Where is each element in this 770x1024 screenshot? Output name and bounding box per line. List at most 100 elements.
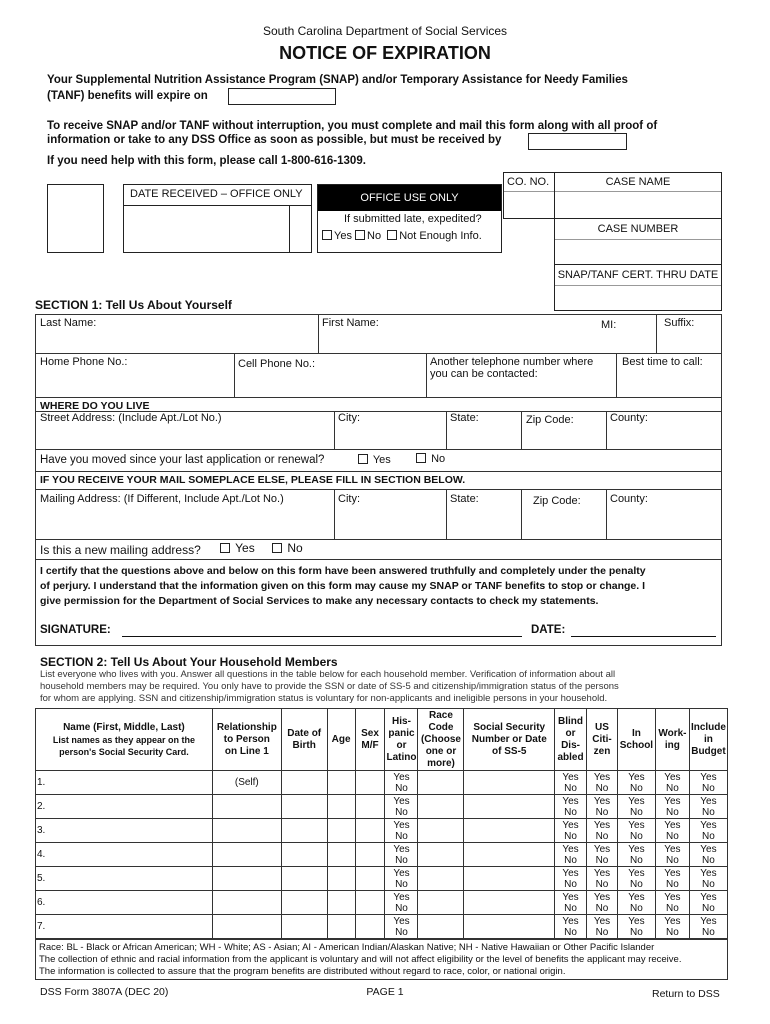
- entry-cell[interactable]: [463, 914, 556, 939]
- no-option[interactable]: No: [395, 830, 408, 842]
- not-enough-info-checkbox[interactable]: [387, 230, 398, 240]
- entry-cell[interactable]: [417, 818, 465, 843]
- no-option[interactable]: No: [630, 806, 643, 818]
- yes-option[interactable]: Yes: [393, 843, 410, 855]
- yes-no-cell[interactable]: Yes No: [586, 842, 618, 867]
- yes-option[interactable]: Yes: [628, 795, 645, 807]
- entry-cell[interactable]: [354, 818, 386, 843]
- entry-cell[interactable]: [354, 866, 386, 891]
- entry-cell[interactable]: [417, 890, 465, 915]
- yes-option[interactable]: Yes: [628, 819, 645, 831]
- yes-no-cell[interactable]: Yes No: [554, 866, 588, 891]
- no-option[interactable]: No: [666, 926, 679, 938]
- no-option[interactable]: No: [666, 902, 679, 914]
- yes-no-cell[interactable]: Yes No: [586, 866, 618, 891]
- yes-no-cell[interactable]: Yes No: [384, 794, 419, 819]
- no-option[interactable]: No: [666, 806, 679, 818]
- yes-no-cell[interactable]: Yes No: [554, 914, 588, 939]
- no-option[interactable]: No: [702, 782, 715, 794]
- yes-option[interactable]: Yes: [562, 867, 579, 879]
- no-option[interactable]: No: [595, 830, 609, 842]
- no-option[interactable]: No: [630, 830, 643, 842]
- no-option[interactable]: No: [630, 854, 643, 866]
- relationship-cell[interactable]: [211, 818, 282, 843]
- no-option[interactable]: No: [630, 926, 643, 938]
- moved-yes-checkbox[interactable]: [358, 454, 368, 464]
- yes-no-cell[interactable]: Yes No: [586, 890, 618, 915]
- expire-date-field[interactable]: [228, 88, 336, 105]
- entry-cell[interactable]: [463, 890, 556, 915]
- yes-option[interactable]: Yes: [393, 795, 410, 807]
- yes-no-cell[interactable]: Yes No: [616, 842, 656, 867]
- yes-option[interactable]: Yes: [628, 843, 645, 855]
- entry-cell[interactable]: [463, 818, 556, 843]
- yes-no-cell[interactable]: Yes No: [616, 794, 656, 819]
- no-option[interactable]: No: [702, 854, 715, 866]
- yes-option[interactable]: Yes: [628, 867, 645, 879]
- entry-cell[interactable]: [417, 866, 465, 891]
- yes-option[interactable]: Yes: [593, 867, 611, 879]
- yes-no-cell[interactable]: Yes No: [616, 818, 656, 843]
- yes-option[interactable]: Yes: [393, 867, 410, 879]
- relationship-cell[interactable]: [211, 890, 282, 915]
- no-option[interactable]: No: [395, 854, 408, 866]
- yes-no-cell[interactable]: Yes No: [384, 914, 419, 939]
- no-option[interactable]: No: [564, 782, 577, 794]
- yes-option[interactable]: Yes: [664, 771, 681, 783]
- name-cell[interactable]: 7.: [35, 914, 213, 939]
- no-option[interactable]: No: [595, 782, 609, 794]
- yes-option[interactable]: Yes: [628, 771, 645, 783]
- yes-no-cell[interactable]: Yes No: [688, 818, 729, 843]
- entry-cell[interactable]: [463, 842, 556, 867]
- entry-cell[interactable]: [280, 818, 328, 843]
- yes-option[interactable]: Yes: [562, 771, 579, 783]
- entry-cell[interactable]: [280, 914, 328, 939]
- yes-option[interactable]: Yes: [393, 891, 410, 903]
- entry-cell[interactable]: [463, 770, 556, 795]
- no-option[interactable]: No: [630, 782, 643, 794]
- relationship-cell[interactable]: [211, 842, 282, 867]
- yes-no-cell[interactable]: Yes No: [384, 770, 419, 795]
- entry-cell[interactable]: [280, 890, 328, 915]
- yes-option[interactable]: Yes: [593, 771, 611, 783]
- yes-option[interactable]: Yes: [393, 771, 410, 783]
- yes-no-cell[interactable]: Yes No: [688, 770, 729, 795]
- yes-no-cell[interactable]: Yes No: [654, 842, 690, 867]
- no-checkbox[interactable]: [355, 230, 366, 240]
- signature-field[interactable]: [122, 636, 522, 637]
- entry-cell[interactable]: [354, 914, 386, 939]
- yes-option[interactable]: Yes: [700, 795, 717, 807]
- name-cell[interactable]: 6.: [35, 890, 213, 915]
- relationship-cell[interactable]: [211, 866, 282, 891]
- yes-option[interactable]: Yes: [664, 795, 681, 807]
- no-option[interactable]: No: [595, 854, 609, 866]
- yes-option[interactable]: Yes: [628, 891, 645, 903]
- yes-option[interactable]: Yes: [700, 771, 717, 783]
- yes-no-cell[interactable]: Yes No: [384, 818, 419, 843]
- yes-no-cell[interactable]: Yes No: [554, 794, 588, 819]
- yes-option[interactable]: Yes: [700, 819, 717, 831]
- yes-no-cell[interactable]: Yes No: [616, 770, 656, 795]
- yes-option[interactable]: Yes: [700, 843, 717, 855]
- yes-option[interactable]: Yes: [562, 819, 579, 831]
- no-option[interactable]: No: [564, 902, 577, 914]
- new-mail-no-checkbox[interactable]: [272, 543, 282, 553]
- entry-cell[interactable]: [354, 890, 386, 915]
- entry-cell[interactable]: [326, 794, 356, 819]
- yes-no-cell[interactable]: Yes No: [688, 842, 729, 867]
- name-cell[interactable]: 1.: [35, 770, 213, 795]
- yes-option[interactable]: Yes: [664, 915, 681, 927]
- yes-no-cell[interactable]: Yes No: [688, 890, 729, 915]
- no-option[interactable]: No: [666, 830, 679, 842]
- entry-cell[interactable]: [326, 770, 356, 795]
- no-option[interactable]: No: [395, 902, 408, 914]
- no-option[interactable]: No: [564, 926, 577, 938]
- yes-no-cell[interactable]: Yes No: [616, 914, 656, 939]
- entry-cell[interactable]: [463, 866, 556, 891]
- yes-option[interactable]: Yes: [562, 891, 579, 903]
- no-option[interactable]: No: [395, 782, 408, 794]
- entry-cell[interactable]: [326, 914, 356, 939]
- yes-option[interactable]: Yes: [664, 843, 681, 855]
- no-option[interactable]: No: [395, 806, 408, 818]
- entry-cell[interactable]: [326, 818, 356, 843]
